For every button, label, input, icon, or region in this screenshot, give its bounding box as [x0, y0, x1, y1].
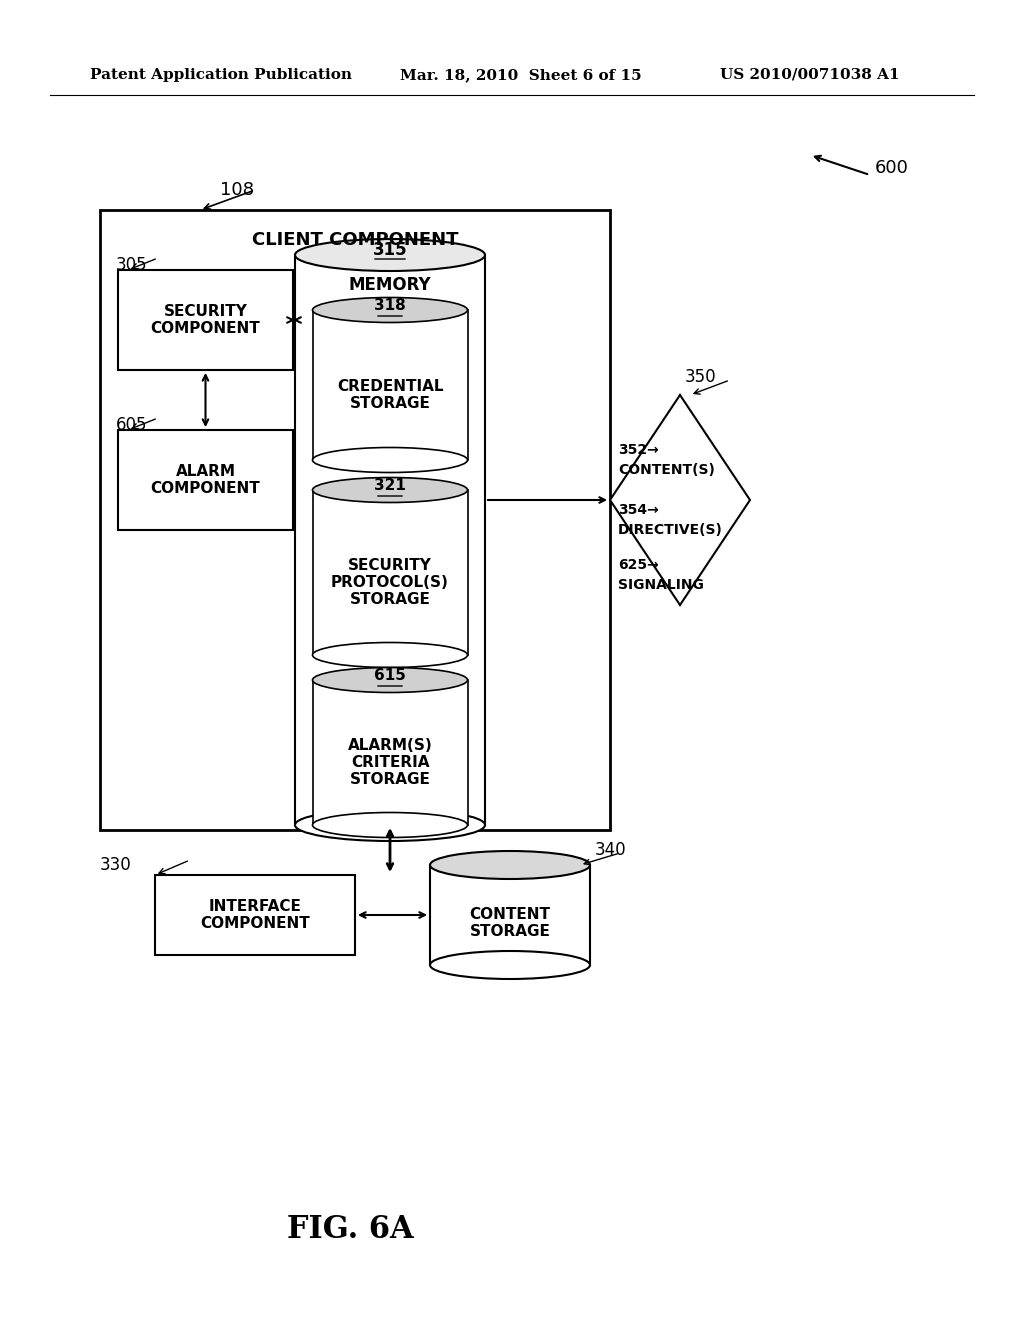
Text: SECURITY
COMPONENT: SECURITY COMPONENT [151, 304, 260, 337]
Text: 318: 318 [374, 298, 406, 314]
FancyBboxPatch shape [100, 210, 610, 830]
Text: ALARM
COMPONENT: ALARM COMPONENT [151, 463, 260, 496]
Text: MEMORY: MEMORY [349, 276, 431, 294]
Text: FIG. 6A: FIG. 6A [287, 1214, 414, 1246]
FancyBboxPatch shape [155, 875, 355, 954]
Ellipse shape [312, 447, 468, 473]
FancyBboxPatch shape [118, 430, 293, 531]
Ellipse shape [295, 239, 485, 271]
Ellipse shape [312, 297, 468, 322]
Text: 315: 315 [373, 242, 408, 259]
Ellipse shape [295, 809, 485, 841]
Text: Mar. 18, 2010  Sheet 6 of 15: Mar. 18, 2010 Sheet 6 of 15 [400, 69, 642, 82]
Text: 625→: 625→ [618, 558, 658, 572]
Ellipse shape [312, 643, 468, 668]
Polygon shape [312, 680, 468, 825]
Text: 605: 605 [116, 416, 147, 434]
Text: 108: 108 [220, 181, 254, 199]
Polygon shape [430, 865, 590, 965]
Text: US 2010/0071038 A1: US 2010/0071038 A1 [720, 69, 900, 82]
Text: 330: 330 [100, 855, 132, 874]
Text: 354→: 354→ [618, 503, 658, 517]
Text: 305: 305 [116, 256, 147, 275]
Ellipse shape [312, 478, 468, 503]
Text: CLIENT COMPONENT: CLIENT COMPONENT [252, 231, 459, 249]
Text: 350: 350 [685, 368, 717, 385]
Text: Patent Application Publication: Patent Application Publication [90, 69, 352, 82]
Text: DIRECTIVE(S): DIRECTIVE(S) [618, 523, 723, 537]
Ellipse shape [430, 851, 590, 879]
Text: ALARM(S)
CRITERIA
STORAGE: ALARM(S) CRITERIA STORAGE [347, 738, 432, 788]
Ellipse shape [312, 813, 468, 837]
Text: SECURITY
PROTOCOL(S)
STORAGE: SECURITY PROTOCOL(S) STORAGE [331, 557, 449, 607]
Text: SIGNALING: SIGNALING [618, 578, 703, 591]
Text: 615: 615 [374, 668, 406, 684]
Text: 352→: 352→ [618, 444, 658, 457]
Text: 600: 600 [874, 158, 909, 177]
Polygon shape [312, 490, 468, 655]
FancyBboxPatch shape [118, 271, 293, 370]
Text: CONTENT
STORAGE: CONTENT STORAGE [469, 907, 551, 940]
Ellipse shape [312, 668, 468, 693]
Text: 340: 340 [595, 841, 627, 859]
Ellipse shape [430, 950, 590, 979]
Text: 321: 321 [374, 479, 406, 494]
Text: CREDENTIAL
STORAGE: CREDENTIAL STORAGE [337, 379, 443, 412]
Polygon shape [295, 255, 485, 825]
Text: CONTENT(S): CONTENT(S) [618, 463, 715, 477]
Polygon shape [312, 310, 468, 459]
Text: INTERFACE
COMPONENT: INTERFACE COMPONENT [200, 899, 310, 931]
Polygon shape [610, 395, 750, 605]
